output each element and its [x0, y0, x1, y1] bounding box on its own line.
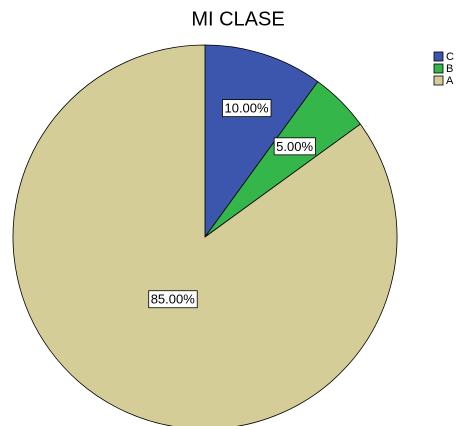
data-label: 85.00%	[151, 292, 196, 307]
data-label: 5.00%	[276, 139, 313, 154]
legend-swatch	[433, 75, 444, 86]
legend-label: A	[446, 75, 454, 87]
chart-title: MI CLASE	[191, 8, 284, 30]
legend-label: B	[446, 63, 453, 75]
pie-slice	[12, 44, 398, 426]
pie-slice	[204, 44, 319, 239]
legend-swatch	[433, 63, 444, 74]
data-label-box	[148, 290, 198, 309]
data-label-box	[222, 99, 272, 118]
data-label-group: 5.00%	[273, 137, 316, 156]
data-label-group: 85.00%	[148, 290, 198, 309]
legend-label: C	[446, 51, 454, 63]
data-label-group: 10.00%	[222, 99, 272, 118]
legend-swatch	[433, 51, 444, 62]
data-label-box	[273, 137, 316, 156]
data-label: 10.00%	[224, 101, 269, 116]
